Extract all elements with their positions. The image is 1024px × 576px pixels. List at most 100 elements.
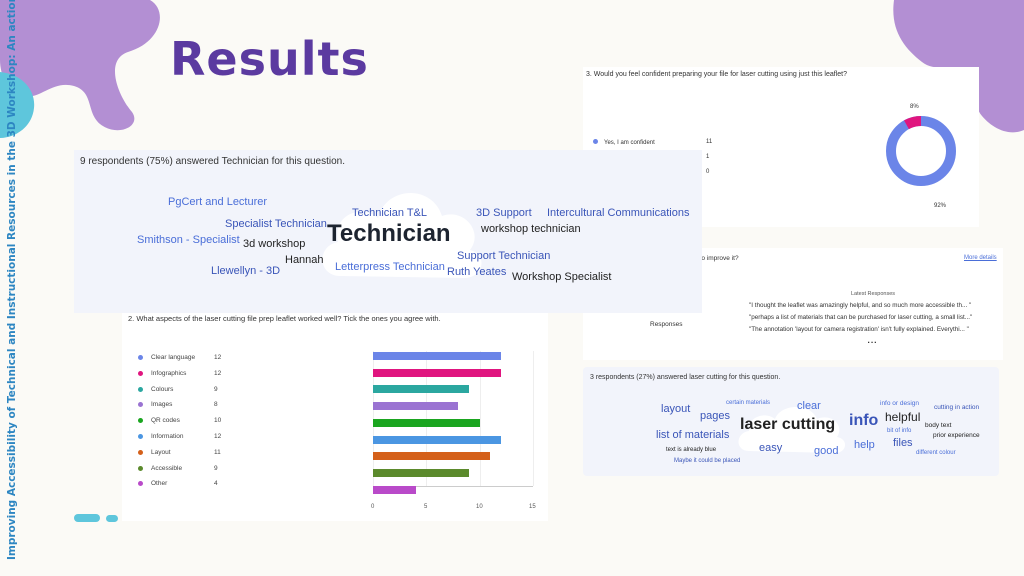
cloud-word: helpful [885,410,921,424]
legend-label: Information [151,433,184,440]
decorative-blob-cyan [0,72,35,138]
legend-item: Information [138,433,184,443]
q2-title: 2. What aspects of the laser cutting fil… [128,314,441,323]
q3-donut-chart [886,116,956,186]
legend-label: Other [151,480,168,488]
legend-label: QR codes [151,417,180,425]
bar-information [373,435,501,444]
gridline [480,351,481,486]
cloud-word: certain materials [726,400,771,406]
legend-item: Images [138,401,172,411]
legend-dot-icon [138,355,143,360]
cloud-word: layout [661,403,691,415]
question-prompt: e leaflet to improve it? [675,255,739,262]
cloud-shape-icon [738,407,846,453]
cloud-word: good [814,445,839,457]
q3-pct-small: 8% [910,104,919,110]
more-details-link[interactable]: More details [964,255,997,261]
cloud-word: Letterpress Technician [335,261,445,273]
cloud-word: Technician T&L [352,207,428,219]
cloud-word: list of materials [656,429,730,441]
cloud-word: Ruth Yeates [447,266,507,278]
cloud-word: Hannah [285,254,324,266]
bar-clear-language [373,352,501,360]
cloud-word: Specialist Technician [225,218,327,230]
bar-qr-codes [373,418,480,427]
cloud-word: prior experience [933,432,980,439]
cloud-word: cutting in action [934,404,980,411]
bar-images [373,402,459,411]
q3-legend-count: 1 [706,154,710,160]
legend-dot-icon [138,418,143,424]
legend-label: Images [151,401,173,409]
legend-item: Accessible [138,465,182,475]
cloud-word: 3d workshop [243,238,306,250]
cloud-word: body text [925,422,952,429]
gridline [373,351,374,486]
cloud-word: info [849,412,879,429]
x-tick-label: 10 [476,504,483,510]
more-ellipsis[interactable]: ... [867,332,878,346]
legend-value: 4 [214,480,218,488]
q3-legend-count: 11 [706,139,713,145]
gridline [533,351,534,486]
legend-item: QR codes [138,417,180,427]
cloud-word: bit of info [887,428,912,434]
cloud-word: workshop technician [481,223,581,235]
cloud-word: Intercultural Communications [547,207,690,219]
legend-item: Clear language [138,354,195,364]
responses-label: Responses [650,321,683,328]
x-tick-label: 5 [424,504,428,510]
response-item: "The annotation 'layout for camera regis… [749,326,969,333]
legend-value: 9 [214,385,218,393]
cloud-header: 3 respondents (27%) answered laser cutti… [590,374,781,381]
bar-layout [373,452,491,461]
bar-other [373,485,416,494]
legend-dot-icon [138,481,143,487]
legend-value: 8 [214,401,218,409]
page-title: Results [170,32,369,86]
x-tick-label: 15 [529,504,536,510]
cloud-word: text is already blue [666,447,717,453]
q3-title: 3. Would you feel confident preparing yo… [586,71,847,78]
cloud-word: PgCert and Lecturer [168,196,268,208]
legend-dot-icon [138,370,143,376]
legend-label: Accessible [151,464,183,472]
q3-legend-count: 0 [706,169,710,175]
gridline [426,351,427,486]
q3-pct-large: 92% [934,203,947,209]
cloud-word: easy [759,442,783,454]
cloud-header: 9 respondents (75%) answered Technician … [80,156,345,167]
cloud-word: Llewellyn - 3D [211,265,281,277]
legend-value: 9 [214,464,218,472]
latest-responses-label: Latest Responses [851,291,896,297]
decorative-blob-top-left [0,0,160,131]
x-tick-label: 0 [371,504,375,510]
legend-item: Layout [138,449,171,459]
bar-accessible [373,468,469,477]
cloud-word: different colour [916,450,956,456]
bar-colours [373,385,469,394]
cloud-shape-icon [322,192,482,278]
cloud-word: laser cutting [740,416,836,433]
cloud-word: Workshop Specialist [512,271,612,283]
response-item: "I thought the leaflet was amazingly hel… [749,302,972,309]
decorative-blob-top-right [893,0,1024,133]
cloud-word: Smithson - Specialist [137,234,240,246]
legend-dot-icon [138,465,143,471]
legend-value: 10 [214,417,222,425]
legend-label: Infographics [151,369,187,377]
side-title: Improving Accessibility of Technical and… [6,0,18,560]
legend-dot-icon [138,449,143,455]
cloud-word: Support Technician [457,250,551,262]
legend-item: Infographics [138,370,186,380]
legend-item: Other [138,480,167,490]
q3-legend-item: Yes, I am confident [593,139,655,146]
cloud-word: files [893,437,913,449]
legend-dot-icon [138,402,143,408]
x-axis [373,486,533,487]
legend-item: Colours [138,386,173,396]
cloud-word: help [854,439,875,451]
legend-label: Colours [151,385,174,393]
cloud-word: clear [797,400,821,412]
